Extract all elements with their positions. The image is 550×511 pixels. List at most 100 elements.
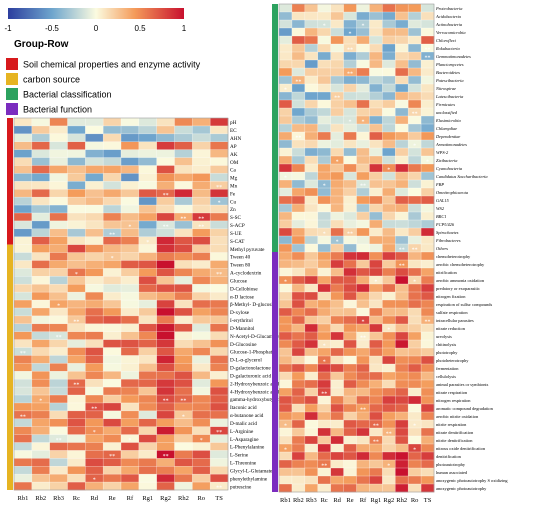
heatmap-cell — [85, 387, 104, 396]
heatmap-cell — [138, 220, 157, 230]
heatmap-cell — [304, 284, 319, 293]
row-label: nitrate respiration — [436, 390, 468, 395]
significance-marker: * — [57, 304, 60, 310]
significance-marker: * — [284, 176, 287, 182]
heatmap-cell — [31, 323, 50, 332]
heatmap-cell — [121, 307, 140, 317]
heatmap-cell — [85, 165, 104, 174]
heatmap-cell — [279, 76, 293, 85]
heatmap-cell — [156, 141, 175, 150]
heatmap-cell — [174, 173, 193, 182]
heatmap-cell — [330, 172, 344, 181]
heatmap-cell — [85, 173, 104, 182]
row-label: D-xylose — [230, 310, 250, 316]
heatmap-cell — [317, 108, 331, 117]
heatmap-cell — [343, 164, 357, 173]
heatmap-cell — [156, 418, 175, 427]
significance-marker: ** — [163, 224, 169, 230]
heatmap-cell — [67, 268, 86, 277]
heatmap-cell — [369, 420, 383, 429]
heatmap-cell — [85, 347, 104, 356]
column-label: Rb3 — [53, 495, 64, 502]
heatmap-cell — [421, 468, 435, 477]
colorbar-gradient — [8, 8, 184, 19]
heatmap-cell — [369, 276, 383, 285]
row-label: nitrification — [436, 270, 458, 275]
heatmap-cell — [421, 180, 435, 189]
heatmap-cell — [421, 252, 435, 261]
heatmap-border — [13, 117, 229, 491]
significance-marker: * — [146, 240, 149, 246]
heatmap-cell — [343, 28, 357, 37]
heatmap-cell — [304, 180, 319, 189]
row-label: Cu — [230, 199, 236, 205]
heatmap-cell — [279, 404, 293, 413]
heatmap-cell — [382, 476, 396, 485]
heatmap-cell — [317, 164, 331, 173]
heatmap-cell — [279, 300, 293, 309]
heatmap-cell — [291, 324, 306, 333]
heatmap-cell — [67, 347, 86, 356]
heatmap-cell — [317, 204, 331, 213]
heatmap-cell — [103, 315, 122, 325]
heatmap-cell — [210, 339, 229, 348]
significance-marker: ** — [73, 319, 79, 325]
heatmap-cell — [121, 244, 140, 253]
heatmap-cell — [156, 205, 175, 214]
heatmap-cell — [408, 244, 422, 253]
heatmap-cell — [317, 276, 331, 285]
heatmap-cell — [103, 458, 122, 467]
heatmap-cell — [382, 388, 396, 397]
heatmap-cell — [192, 371, 211, 380]
heatmap-cell — [279, 156, 293, 165]
heatmap-cell — [67, 379, 86, 388]
heatmap-cell — [395, 308, 409, 317]
heatmap-cell — [408, 436, 422, 445]
heatmap-cell — [343, 364, 357, 373]
heatmap-cell — [138, 355, 157, 364]
heatmap-cell — [14, 434, 33, 443]
heatmap-cell — [382, 124, 396, 133]
heatmap-cell — [356, 92, 370, 101]
heatmap-cell — [304, 28, 319, 37]
heatmap-cell — [67, 197, 86, 206]
heatmap-cell — [156, 149, 175, 158]
heatmap-cell — [103, 173, 122, 182]
heatmap-cell — [343, 12, 357, 21]
heatmap-cell — [382, 348, 396, 357]
heatmap-cell — [304, 252, 319, 261]
heatmap-cell — [395, 76, 409, 85]
heatmap-cell — [421, 372, 435, 381]
heatmap-cell — [304, 436, 319, 445]
heatmap-cell — [85, 418, 104, 427]
heatmap-cell — [279, 380, 293, 389]
heatmap-cell — [356, 52, 370, 61]
heatmap-cell — [156, 181, 175, 190]
heatmap-cell — [138, 292, 157, 301]
heatmap-cell — [330, 68, 344, 77]
heatmap-cell — [174, 189, 193, 198]
heatmap-cell — [103, 387, 122, 396]
heatmap-cell — [356, 220, 370, 229]
significance-marker: * — [323, 344, 326, 350]
heatmap-cell — [174, 300, 193, 309]
heatmap-cell — [395, 212, 409, 221]
heatmap-cell — [356, 212, 370, 221]
heatmap-cell — [103, 236, 122, 245]
heatmap-cell — [369, 164, 383, 173]
heatmap-cell — [395, 428, 409, 437]
heatmap-cell — [408, 180, 422, 189]
heatmap-cell — [14, 252, 33, 261]
heatmap-cell — [291, 188, 306, 197]
heatmap-cell — [85, 141, 104, 150]
heatmap-cell — [330, 420, 344, 429]
heatmap-cell — [395, 332, 409, 341]
heatmap-cell — [192, 260, 211, 269]
row-label: Elusimicrobia — [435, 118, 462, 123]
heatmap-cell — [317, 292, 331, 301]
heatmap-cell — [304, 340, 319, 349]
heatmap-cell — [138, 212, 157, 222]
heatmap-cell — [49, 133, 68, 143]
significance-marker: * — [387, 168, 390, 174]
heatmap-cell — [291, 4, 306, 13]
